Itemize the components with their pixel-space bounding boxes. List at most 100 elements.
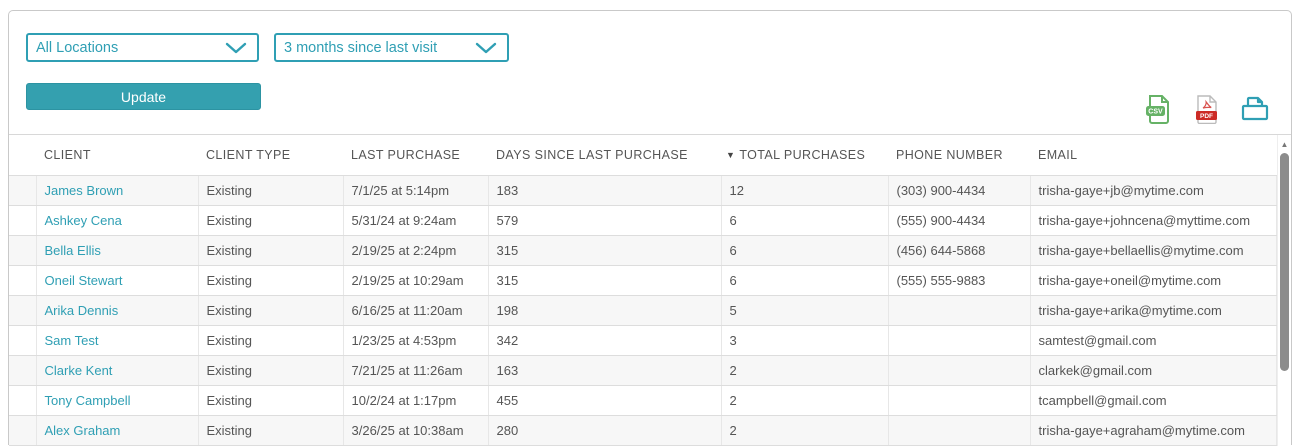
days-since-last-purchase-cell: 183 xyxy=(488,175,721,205)
last-purchase-cell: 3/26/25 at 10:38am xyxy=(343,415,488,445)
col-header-phone[interactable]: PHONE NUMBER xyxy=(888,135,1030,175)
export-pdf-button[interactable]: PDF xyxy=(1195,95,1218,124)
client-type-cell: Existing xyxy=(198,295,343,325)
last-purchase-cell: 2/19/25 at 2:24pm xyxy=(343,235,488,265)
client-name-link[interactable]: Ashkey Cena xyxy=(45,213,122,228)
row-gutter-cell xyxy=(9,205,36,235)
days-since-last-purchase-cell: 198 xyxy=(488,295,721,325)
visit-period-filter-value: 3 months since last visit xyxy=(284,40,437,56)
phone-number-cell: (456) 644-5868 xyxy=(888,235,1030,265)
scrollbar-thumb[interactable] xyxy=(1280,153,1289,371)
print-button[interactable] xyxy=(1241,96,1269,122)
col-header-email[interactable]: EMAIL xyxy=(1030,135,1277,175)
col-header-days-since[interactable]: DAYS SINCE LAST PURCHASE xyxy=(488,135,721,175)
client-type-cell: Existing xyxy=(198,385,343,415)
last-purchase-cell: 5/31/24 at 9:24am xyxy=(343,205,488,235)
col-header-client-type[interactable]: CLIENT TYPE xyxy=(198,135,343,175)
col-header-client[interactable]: CLIENT xyxy=(36,135,198,175)
client-cell: Alex Graham xyxy=(36,415,198,445)
client-type-cell: Existing xyxy=(198,205,343,235)
days-since-last-purchase-cell: 163 xyxy=(488,355,721,385)
email-cell: trisha-gaye+bellaellis@mytime.com xyxy=(1030,235,1277,265)
export-csv-button[interactable]: CSV xyxy=(1145,94,1172,124)
days-since-last-purchase-cell: 579 xyxy=(488,205,721,235)
client-name-link[interactable]: Sam Test xyxy=(45,333,99,348)
visit-period-filter-dropdown[interactable]: 3 months since last visit xyxy=(274,33,509,62)
last-purchase-cell: 7/1/25 at 5:14pm xyxy=(343,175,488,205)
chevron-down-icon xyxy=(225,42,247,54)
last-purchase-cell: 6/16/25 at 11:20am xyxy=(343,295,488,325)
svg-text:CSV: CSV xyxy=(1148,109,1163,116)
phone-number-cell: (555) 555-9883 xyxy=(888,265,1030,295)
scroll-up-arrow-icon[interactable]: ▲ xyxy=(1278,135,1291,149)
vertical-scrollbar[interactable]: ▲ xyxy=(1277,135,1291,446)
client-type-cell: Existing xyxy=(198,175,343,205)
client-type-cell: Existing xyxy=(198,265,343,295)
table-row[interactable]: Bella Ellis Existing 2/19/25 at 2:24pm 3… xyxy=(9,235,1277,265)
client-type-cell: Existing xyxy=(198,235,343,265)
client-type-cell: Existing xyxy=(198,355,343,385)
client-name-link[interactable]: Clarke Kent xyxy=(45,363,113,378)
table-row[interactable]: Tony Campbell Existing 10/2/24 at 1:17pm… xyxy=(9,385,1277,415)
gutter-header xyxy=(9,135,36,175)
email-cell: tcampbell@gmail.com xyxy=(1030,385,1277,415)
table-header-row: CLIENT CLIENT TYPE LAST PURCHASE DAYS SI… xyxy=(9,135,1277,175)
row-gutter-cell xyxy=(9,325,36,355)
phone-number-cell xyxy=(888,355,1030,385)
client-cell: Clarke Kent xyxy=(36,355,198,385)
printer-icon xyxy=(1241,96,1269,122)
client-name-link[interactable]: Arika Dennis xyxy=(45,303,119,318)
client-name-link[interactable]: Tony Campbell xyxy=(45,393,131,408)
client-name-link[interactable]: Alex Graham xyxy=(45,423,121,438)
client-name-link[interactable]: Oneil Stewart xyxy=(45,273,123,288)
total-purchases-cell: 6 xyxy=(721,265,888,295)
email-cell: trisha-gaye+jb@mytime.com xyxy=(1030,175,1277,205)
table-row[interactable]: Clarke Kent Existing 7/21/25 at 11:26am … xyxy=(9,355,1277,385)
row-gutter-cell xyxy=(9,235,36,265)
table-row[interactable]: James Brown Existing 7/1/25 at 5:14pm 18… xyxy=(9,175,1277,205)
csv-file-icon: CSV xyxy=(1145,94,1172,124)
days-since-last-purchase-cell: 280 xyxy=(488,415,721,445)
phone-number-cell xyxy=(888,325,1030,355)
email-cell: trisha-gaye+arika@mytime.com xyxy=(1030,295,1277,325)
total-purchases-cell: 6 xyxy=(721,235,888,265)
sort-desc-icon: ▼ xyxy=(726,150,735,160)
last-purchase-cell: 1/23/25 at 4:53pm xyxy=(343,325,488,355)
row-gutter-cell xyxy=(9,265,36,295)
phone-number-cell xyxy=(888,415,1030,445)
location-filter-dropdown[interactable]: All Locations xyxy=(26,33,259,62)
total-purchases-cell: 2 xyxy=(721,385,888,415)
row-gutter-cell xyxy=(9,355,36,385)
table-row[interactable]: Sam Test Existing 1/23/25 at 4:53pm 342 … xyxy=(9,325,1277,355)
client-cell: Arika Dennis xyxy=(36,295,198,325)
table-row[interactable]: Oneil Stewart Existing 2/19/25 at 10:29a… xyxy=(9,265,1277,295)
location-filter-value: All Locations xyxy=(36,40,118,56)
phone-number-cell xyxy=(888,295,1030,325)
client-cell: Oneil Stewart xyxy=(36,265,198,295)
email-cell: trisha-gaye+johncena@myttime.com xyxy=(1030,205,1277,235)
client-cell: James Brown xyxy=(36,175,198,205)
days-since-last-purchase-cell: 342 xyxy=(488,325,721,355)
total-purchases-cell: 12 xyxy=(721,175,888,205)
row-gutter-cell xyxy=(9,385,36,415)
clients-report-panel: All Locations 3 months since last visit … xyxy=(8,10,1292,445)
client-name-link[interactable]: Bella Ellis xyxy=(45,243,101,258)
update-button[interactable]: Update xyxy=(26,83,261,110)
table-row[interactable]: Ashkey Cena Existing 5/31/24 at 9:24am 5… xyxy=(9,205,1277,235)
email-cell: trisha-gaye+agraham@mytime.com xyxy=(1030,415,1277,445)
total-purchases-cell: 6 xyxy=(721,205,888,235)
pdf-file-icon: PDF xyxy=(1195,95,1218,124)
client-cell: Ashkey Cena xyxy=(36,205,198,235)
days-since-last-purchase-cell: 315 xyxy=(488,235,721,265)
total-purchases-cell: 2 xyxy=(721,355,888,385)
col-header-last-purchase[interactable]: LAST PURCHASE xyxy=(343,135,488,175)
total-purchases-cell: 5 xyxy=(721,295,888,325)
row-gutter-cell xyxy=(9,295,36,325)
client-cell: Sam Test xyxy=(36,325,198,355)
col-header-total-purchases[interactable]: ▼TOTAL PURCHASES xyxy=(721,135,888,175)
client-name-link[interactable]: James Brown xyxy=(45,183,124,198)
days-since-last-purchase-cell: 455 xyxy=(488,385,721,415)
table-row[interactable]: Arika Dennis Existing 6/16/25 at 11:20am… xyxy=(9,295,1277,325)
row-gutter-cell xyxy=(9,175,36,205)
table-row[interactable]: Alex Graham Existing 3/26/25 at 10:38am … xyxy=(9,415,1277,445)
